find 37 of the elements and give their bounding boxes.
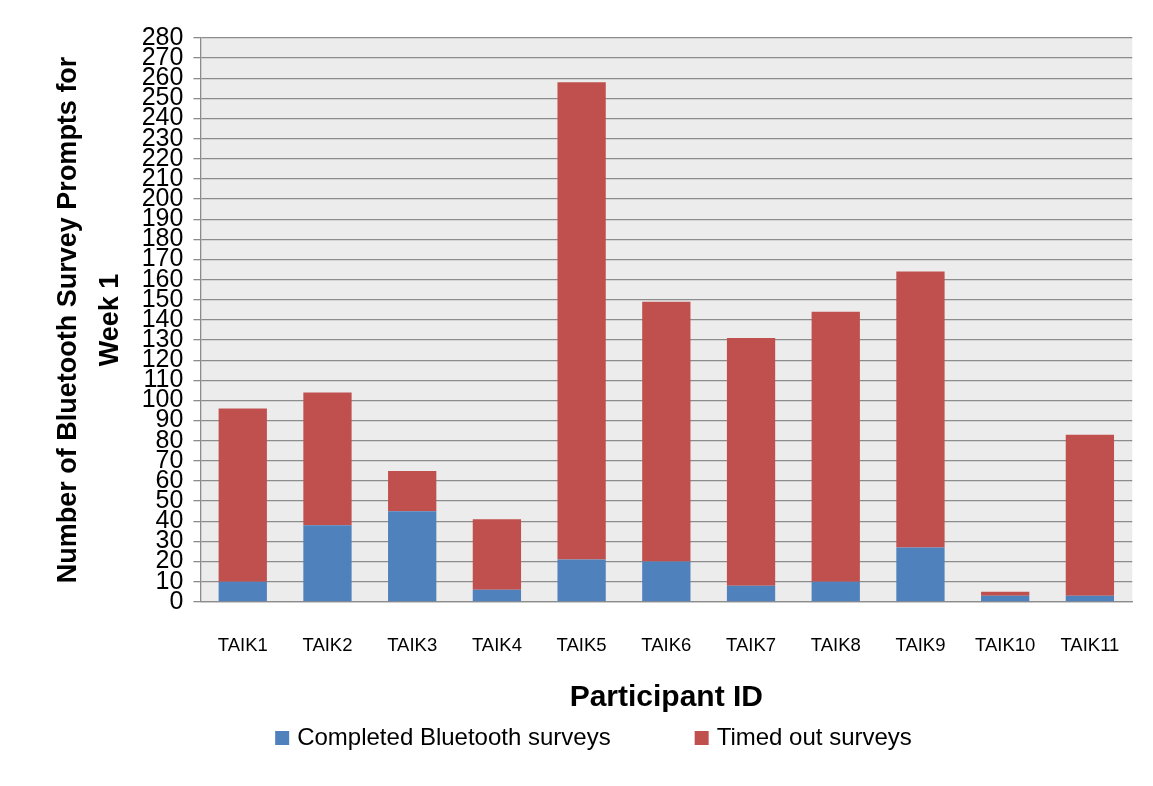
bar — [388, 470, 437, 512]
bar — [303, 392, 352, 526]
bar — [642, 301, 691, 562]
bar — [388, 511, 437, 602]
x-tick-label: TAIK11 — [1060, 633, 1120, 655]
bar — [303, 525, 352, 602]
bar — [896, 547, 945, 602]
bar — [218, 408, 267, 582]
x-tick-label: TAIK9 — [895, 633, 946, 655]
x-tick-label: TAIK5 — [556, 633, 607, 655]
bar — [472, 589, 522, 602]
x-tick-label: TAIK3 — [387, 633, 438, 655]
bar — [981, 595, 1030, 602]
x-tick-label: TAIK1 — [217, 633, 268, 655]
bar — [1065, 434, 1115, 596]
x-tick-label: TAIK2 — [302, 633, 353, 655]
bar — [811, 581, 860, 602]
bar — [472, 519, 522, 590]
bar — [557, 559, 606, 602]
bar — [981, 591, 1030, 596]
bar — [218, 581, 267, 602]
y-axis-title: Number of Bluetooth Survey Prompts for Week 1 — [52, 56, 125, 584]
bar — [811, 311, 860, 582]
x-tick-label: TAIK4 — [471, 633, 522, 655]
legend-label: Completed Bluetooth surveys — [297, 722, 611, 750]
bar — [642, 561, 691, 602]
bar — [726, 338, 776, 586]
x-tick-label: TAIK10 — [975, 633, 1036, 655]
x-tick-label: TAIK8 — [810, 633, 861, 655]
bar — [896, 271, 945, 548]
x-tick-label: TAIK7 — [726, 633, 777, 655]
x-axis-title: Participant ID — [569, 679, 764, 713]
legend-label: Timed out surveys — [716, 722, 912, 750]
x-tick-label: TAIK6 — [641, 633, 692, 655]
bar — [726, 585, 776, 602]
bar — [557, 82, 606, 560]
bar — [1065, 595, 1115, 602]
